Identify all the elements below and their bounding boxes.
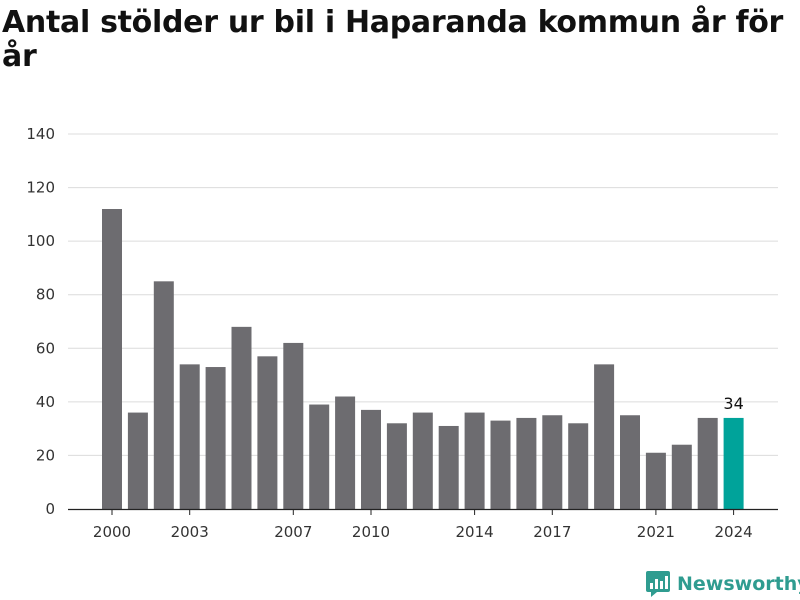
bar-2021 [645, 452, 666, 509]
x-tick-label: 2010 [352, 523, 390, 541]
bar-2018 [568, 423, 589, 509]
bar-2007 [283, 342, 304, 509]
x-tick-label: 2017 [533, 523, 571, 541]
x-tick-label: 2021 [637, 523, 675, 541]
bar-2001 [127, 412, 148, 509]
newsworthy-brand[interactable]: Newsworthy [645, 569, 800, 599]
bar-2012 [412, 412, 433, 509]
y-tick-label: 80 [36, 286, 55, 304]
bar-2023 [697, 417, 718, 509]
bar-2005 [231, 326, 252, 509]
y-tick-label: 100 [26, 232, 55, 250]
bar-2004 [205, 367, 226, 509]
brand-name: Newsworthy [677, 573, 800, 595]
bar-2016 [516, 417, 537, 509]
y-tick-label: 120 [26, 179, 55, 197]
x-tick-label: 2000 [93, 523, 131, 541]
gridlines [68, 133, 778, 456]
y-tick-label: 0 [45, 500, 55, 518]
bars [102, 209, 744, 509]
bar-2020 [620, 415, 640, 509]
data-label-2024: 34 [723, 394, 743, 413]
x-tick-label: 2007 [274, 523, 312, 541]
bar-2000 [102, 209, 122, 509]
x-axis-ticks: 2000 2003 2007 2010 2014 2017 2021 2024 [68, 508, 778, 541]
bar-2011 [386, 423, 407, 509]
bar-2019 [594, 364, 615, 509]
data-labels: 34 [723, 394, 743, 413]
bar-2009 [335, 396, 356, 509]
chart-title: Antal stölder ur bil i Haparanda kommun … [2, 5, 784, 74]
bar-2024 [723, 417, 744, 509]
bar-2010 [361, 409, 381, 509]
newsworthy-chart-logo-icon [646, 571, 670, 597]
bar-2017 [542, 415, 563, 509]
bar-2008 [309, 404, 330, 509]
y-tick-label: 60 [36, 339, 55, 357]
x-tick-label: 2014 [456, 523, 494, 541]
y-tick-label: 20 [36, 446, 55, 464]
bar-2015 [490, 420, 511, 509]
bar-2022 [671, 444, 692, 509]
y-tick-label: 140 [26, 125, 55, 143]
y-axis-ticks: 0 20 40 60 80 100 120 140 [26, 125, 55, 518]
bar-2014 [464, 412, 485, 509]
bar-2006 [257, 356, 278, 509]
y-tick-label: 40 [36, 393, 55, 411]
bar-2003 [179, 364, 200, 509]
x-tick-label: 2024 [715, 523, 753, 541]
bar-2002 [153, 281, 174, 509]
bar-2013 [438, 425, 459, 509]
x-tick-label: 2003 [171, 523, 209, 541]
